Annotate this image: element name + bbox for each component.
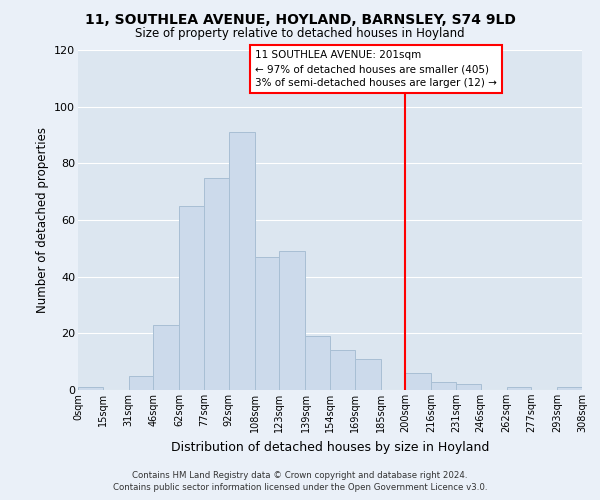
Text: 11, SOUTHLEA AVENUE, HOYLAND, BARNSLEY, S74 9LD: 11, SOUTHLEA AVENUE, HOYLAND, BARNSLEY, … [85,12,515,26]
Bar [279,251,305,390]
Bar [456,384,481,390]
Bar [229,132,255,390]
Bar [305,336,330,390]
Bar [405,373,431,390]
Bar [204,178,229,390]
Text: Contains HM Land Registry data © Crown copyright and database right 2024.
Contai: Contains HM Land Registry data © Crown c… [113,471,487,492]
Bar [129,376,153,390]
Bar [431,382,456,390]
Y-axis label: Number of detached properties: Number of detached properties [35,127,49,313]
X-axis label: Distribution of detached houses by size in Hoyland: Distribution of detached houses by size … [171,440,489,454]
Bar [255,257,279,390]
Bar [507,387,531,390]
Bar [78,387,103,390]
Bar [179,206,204,390]
Text: Size of property relative to detached houses in Hoyland: Size of property relative to detached ho… [135,28,465,40]
Bar [330,350,355,390]
Bar [355,359,381,390]
Bar [557,387,582,390]
Text: 11 SOUTHLEA AVENUE: 201sqm
← 97% of detached houses are smaller (405)
3% of semi: 11 SOUTHLEA AVENUE: 201sqm ← 97% of deta… [255,50,497,88]
Bar [153,325,179,390]
